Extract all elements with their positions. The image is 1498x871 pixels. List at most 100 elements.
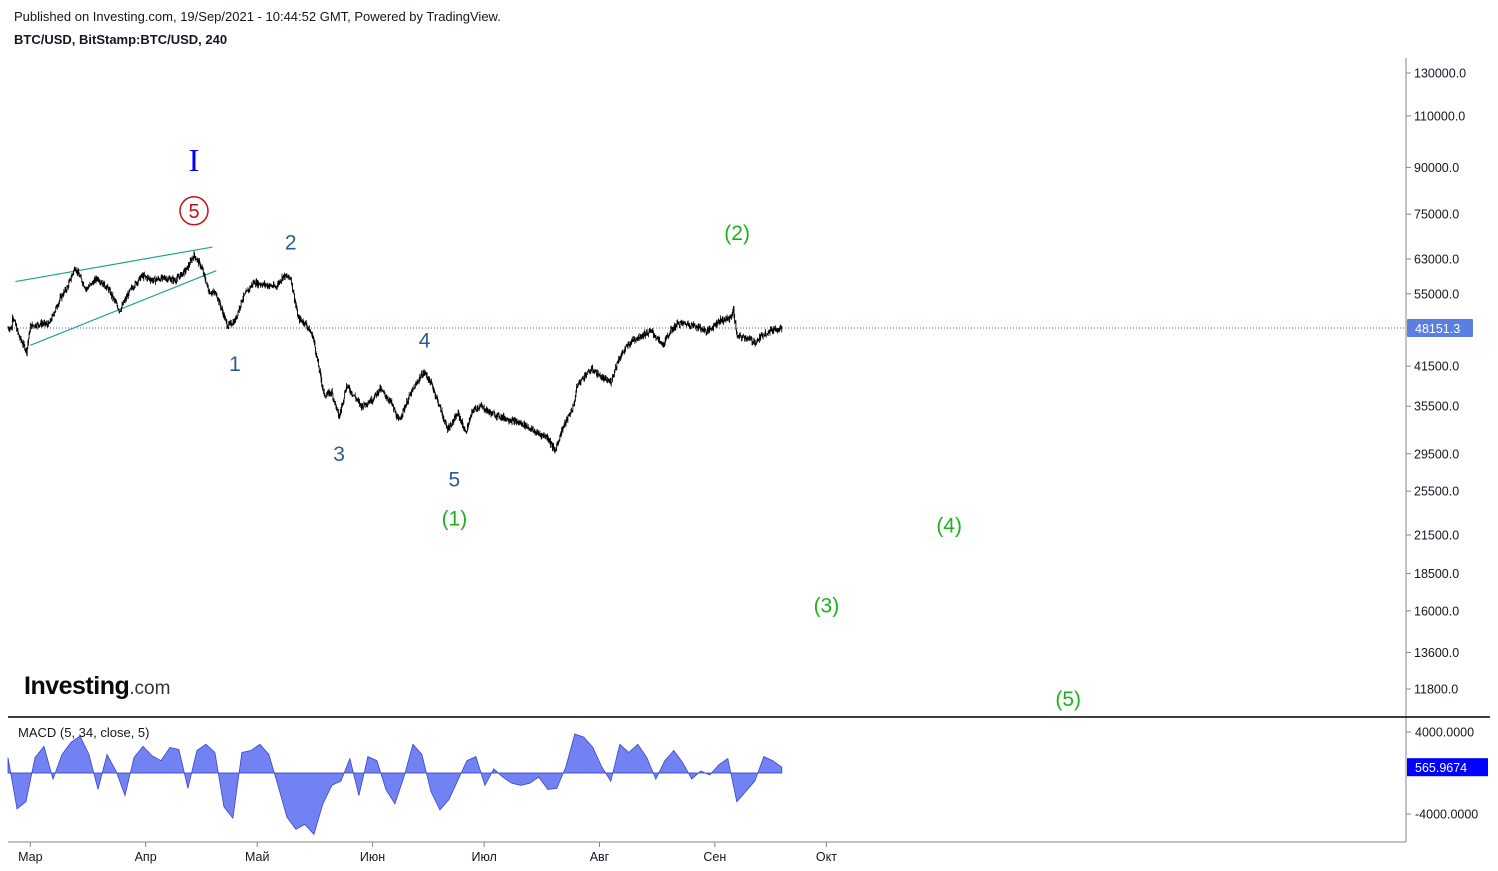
- candle-body: [719, 322, 721, 324]
- candle-body: [170, 278, 171, 282]
- candle-body: [92, 281, 93, 285]
- candle-body: [620, 357, 621, 359]
- candle-body: [387, 398, 389, 401]
- wave-label: 1: [229, 353, 241, 376]
- candle-body: [343, 397, 345, 401]
- price-tick-label: 21500.0: [1414, 528, 1459, 542]
- candle-body: [192, 257, 194, 259]
- candle-body: [664, 339, 666, 344]
- candle-body: [743, 336, 745, 339]
- candle-body: [43, 323, 44, 325]
- price-tick-label: 35500.0: [1414, 400, 1459, 414]
- candle-body: [723, 321, 724, 323]
- candle-body: [162, 276, 164, 277]
- candle-body: [632, 340, 634, 342]
- candle-body: [324, 393, 326, 397]
- candle-body: [328, 391, 330, 396]
- candle-body: [373, 399, 375, 400]
- candle-body: [676, 321, 678, 325]
- candle-body: [548, 439, 549, 441]
- candle-body: [547, 436, 549, 440]
- candle-body: [446, 423, 447, 427]
- candle-body: [519, 422, 520, 423]
- candle-body: [403, 408, 404, 410]
- candle-body: [457, 415, 458, 417]
- candle-body: [753, 340, 755, 343]
- candle-body: [167, 278, 168, 281]
- candle-body: [452, 420, 454, 423]
- candle-body: [230, 321, 232, 325]
- candle-body: [232, 324, 233, 326]
- candle-body: [552, 443, 553, 449]
- candle-body: [752, 342, 753, 344]
- candle-body: [189, 260, 191, 265]
- candle-body: [615, 366, 616, 370]
- candle-body: [490, 412, 492, 416]
- candle-body: [183, 269, 185, 275]
- candle-body: [566, 418, 568, 421]
- candle-body: [514, 419, 516, 421]
- candle-body: [236, 315, 238, 319]
- candle-body: [699, 325, 700, 327]
- candle-body: [354, 395, 355, 397]
- candle-body: [594, 371, 595, 373]
- candle-body: [46, 323, 48, 325]
- candle-body: [687, 323, 689, 326]
- candle-body: [265, 283, 266, 286]
- candle-body: [688, 324, 690, 326]
- candle-body: [467, 425, 468, 432]
- time-tick-label: Сен: [703, 850, 726, 864]
- candle-body: [309, 331, 311, 332]
- candle-body: [497, 413, 499, 415]
- candle-body: [51, 315, 53, 321]
- candle-body: [615, 366, 617, 368]
- candle-body: [592, 370, 594, 372]
- candle-body: [640, 336, 642, 338]
- candle-body: [642, 334, 644, 337]
- candle-body: [433, 390, 435, 392]
- candle-body: [739, 334, 741, 336]
- candle-body: [227, 326, 229, 329]
- candle-body: [639, 338, 641, 340]
- candle-body: [715, 324, 716, 326]
- candle-body: [623, 351, 624, 353]
- candle-body: [250, 286, 252, 288]
- candle-body: [359, 403, 361, 405]
- candle-body: [375, 393, 376, 395]
- candle-body: [54, 312, 55, 315]
- candle-body: [30, 325, 31, 332]
- candle-body: [716, 321, 717, 325]
- candle-body: [245, 291, 247, 293]
- candle-body: [23, 343, 24, 346]
- candle-body: [494, 413, 495, 417]
- candle-body: [267, 285, 269, 287]
- candle-body: [98, 278, 99, 282]
- candle-body: [455, 414, 457, 420]
- candle-body: [289, 277, 290, 279]
- candle-body: [633, 338, 635, 341]
- candle-body: [593, 371, 595, 373]
- candle-body: [303, 321, 305, 324]
- candle-body: [323, 391, 325, 394]
- candle-body: [720, 318, 722, 322]
- candle-body: [308, 327, 309, 329]
- candle-body: [349, 387, 350, 391]
- candle-body: [565, 421, 566, 424]
- candle-body: [320, 374, 322, 380]
- candle-body: [544, 435, 545, 437]
- candle-body: [400, 416, 402, 419]
- candle-body: [570, 410, 572, 414]
- price-tick-label: 13600.0: [1414, 646, 1459, 660]
- candle-body: [500, 416, 502, 419]
- candle-body: [96, 277, 97, 280]
- candle-body: [700, 328, 702, 330]
- candle-body: [57, 306, 58, 308]
- candle-body: [46, 323, 47, 324]
- candle-body: [656, 338, 658, 340]
- candle-body: [199, 262, 201, 267]
- candle-body: [579, 380, 581, 384]
- candle-body: [279, 280, 281, 283]
- candle-body: [768, 330, 770, 334]
- candle-body: [586, 374, 587, 377]
